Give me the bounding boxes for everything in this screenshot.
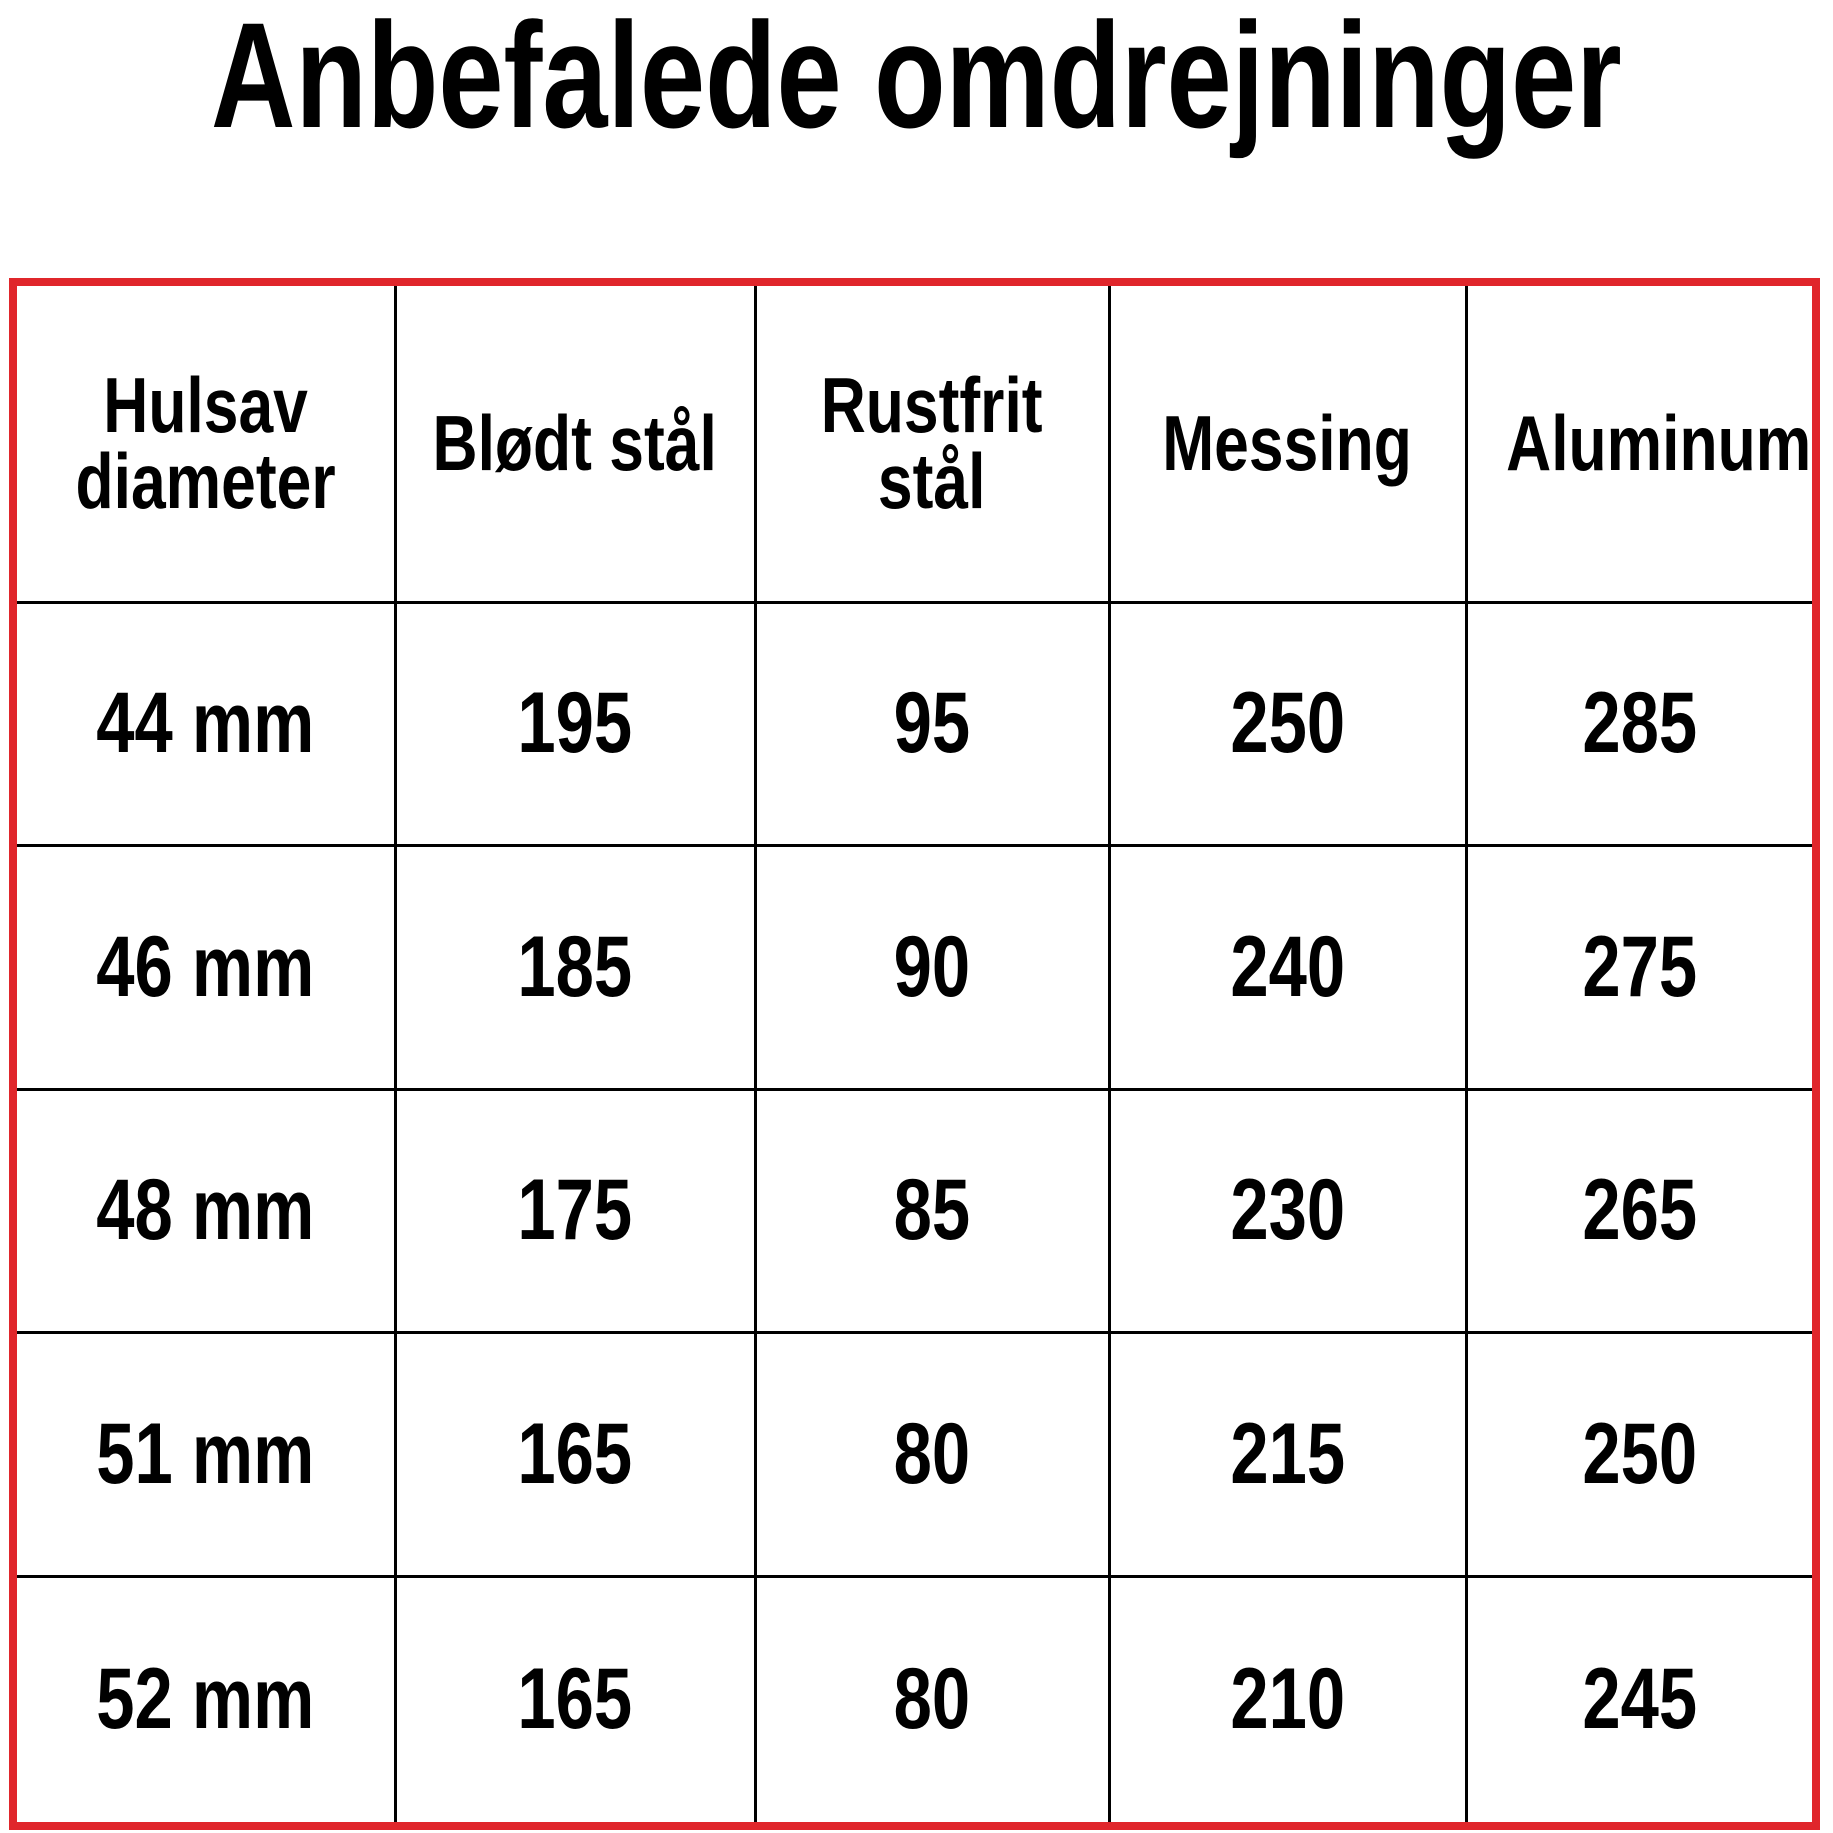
cell-text: 51 mm xyxy=(96,1406,315,1503)
cell: 48 mm xyxy=(11,1087,397,1335)
cell: 210 xyxy=(1107,1574,1468,1828)
cell: Messing xyxy=(1107,280,1468,604)
cell-text: 250 xyxy=(1582,1406,1698,1503)
cell: 250 xyxy=(1107,600,1468,848)
cell: 85 xyxy=(753,1087,1111,1335)
cell-text: 175 xyxy=(517,1162,633,1259)
cell-text: 80 xyxy=(893,1406,971,1503)
cell: 46 mm xyxy=(11,844,397,1091)
cell: 275 xyxy=(1464,844,1818,1091)
cell-text: 52 mm xyxy=(96,1651,315,1748)
cell: 80 xyxy=(753,1574,1111,1828)
cell: 230 xyxy=(1107,1087,1468,1335)
cell: 195 xyxy=(393,600,757,848)
cell-text: 165 xyxy=(517,1406,633,1503)
cell-text: 44 mm xyxy=(96,675,315,772)
column-header: Aluminum xyxy=(1505,399,1811,488)
cell-text: 215 xyxy=(1230,1406,1345,1503)
cell-text: 245 xyxy=(1582,1651,1698,1748)
column-header: Blødt stål xyxy=(432,399,718,488)
cell: 95 xyxy=(753,600,1111,848)
cell-text: 90 xyxy=(893,918,971,1015)
cell: Rustfrit stål xyxy=(753,280,1111,604)
cell-text: 80 xyxy=(893,1651,971,1748)
table-body: Hulsav diameter Blødt stål Rustfrit stål Me… xyxy=(11,280,1818,1828)
cell: 44 mm xyxy=(11,600,397,848)
cell-text: 185 xyxy=(517,918,633,1015)
cell-text: 230 xyxy=(1230,1162,1345,1259)
cell: 285 xyxy=(1464,600,1818,848)
cell-text: 95 xyxy=(893,675,971,772)
header-row: Hulsav diameter Blødt stål Rustfrit stål Me… xyxy=(11,280,1818,604)
rpm-table: Hulsav diameter Blødt stål Rustfrit stål Me… xyxy=(9,278,1820,1830)
cell: 165 xyxy=(393,1331,757,1578)
cell-text: 48 mm xyxy=(96,1162,315,1259)
cell: 51 mm xyxy=(11,1331,397,1578)
data-row: 48 mm 175 85 230 265 xyxy=(11,1087,1818,1335)
cell: 240 xyxy=(1107,844,1468,1091)
cell: 52 mm xyxy=(11,1574,397,1828)
cell: 175 xyxy=(393,1087,757,1335)
cell: Blødt stål xyxy=(393,280,757,604)
cell-text: 46 mm xyxy=(96,918,315,1015)
cell: 215 xyxy=(1107,1331,1468,1578)
title-box: Anbefalede omdrejninger xyxy=(0,0,1833,160)
cell: 250 xyxy=(1464,1331,1818,1578)
column-header: Messing xyxy=(1162,399,1413,488)
cell-text: 240 xyxy=(1230,918,1345,1015)
cell: 90 xyxy=(753,844,1111,1091)
cell: Hulsav diameter xyxy=(11,280,397,604)
cell: 165 xyxy=(393,1574,757,1828)
cell-text: 285 xyxy=(1582,675,1698,772)
data-row: 52 mm 165 80 210 245 xyxy=(11,1574,1818,1828)
column-header: Hulsav diameter xyxy=(75,361,336,526)
cell-text: 275 xyxy=(1582,918,1698,1015)
cell: 185 xyxy=(393,844,757,1091)
cell-text: 165 xyxy=(517,1651,633,1748)
column-header: Rustfrit stål xyxy=(821,361,1043,526)
data-row: 46 mm 185 90 240 275 xyxy=(11,844,1818,1091)
cell-text: 265 xyxy=(1582,1162,1698,1259)
data-row: 51 mm 165 80 215 250 xyxy=(11,1331,1818,1578)
cell-text: 85 xyxy=(893,1162,971,1259)
cell: 245 xyxy=(1464,1574,1818,1828)
cell: 80 xyxy=(753,1331,1111,1578)
cell: 265 xyxy=(1464,1087,1818,1335)
cell-text: 210 xyxy=(1230,1651,1345,1748)
data-row: 44 mm 195 95 250 285 xyxy=(11,600,1818,848)
cell: Aluminum xyxy=(1464,280,1818,604)
cell-text: 250 xyxy=(1230,675,1345,772)
cell-text: 195 xyxy=(517,675,633,772)
title: Anbefalede omdrejninger xyxy=(211,0,1622,159)
